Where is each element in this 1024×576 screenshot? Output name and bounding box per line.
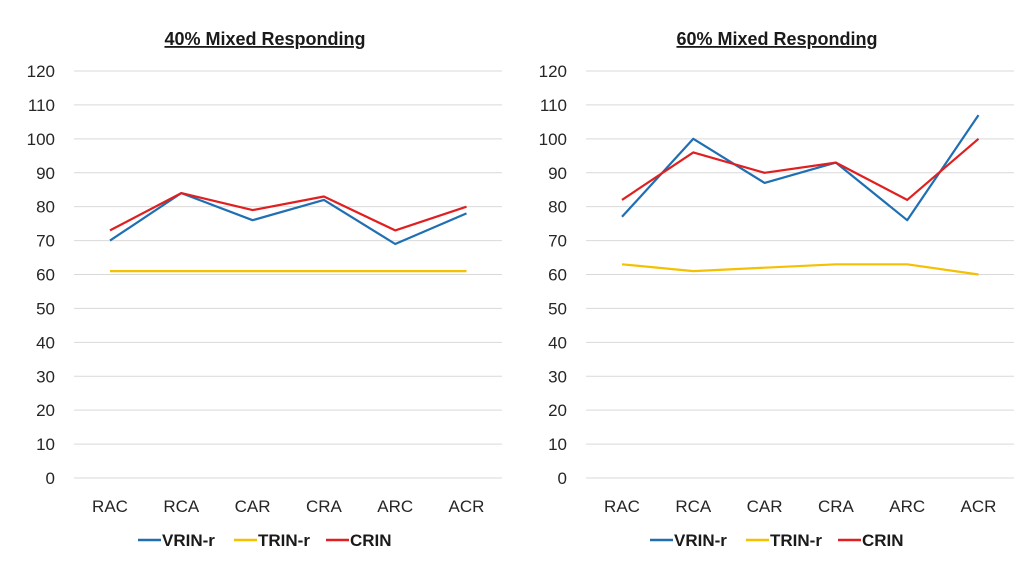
line-chart-40: 40% Mixed Responding 0 10 20 30 40 50 60 70 80 90 1… — [27, 29, 502, 550]
y-tick-label: 100 — [27, 130, 55, 149]
y-tick-label: 100 — [539, 130, 567, 149]
x-tick-label-arc: ARC — [889, 497, 925, 516]
chart-panel-40: 40% Mixed Responding 0 10 20 30 40 50 60 70 80 90 1… — [27, 29, 502, 550]
legend-label-vrin-r: VRIN-r — [162, 531, 215, 550]
y-tick-label: 20 — [36, 401, 55, 420]
y-tick-label: 60 — [36, 266, 55, 285]
y-tick-label: 50 — [36, 299, 55, 318]
x-tick-label-cra: CRA — [818, 497, 855, 516]
y-tick-label: 110 — [540, 96, 567, 115]
y-tick-label: 60 — [548, 266, 567, 285]
x-tick-label-car: CAR — [235, 497, 271, 516]
x-tick-label-arc: ARC — [377, 497, 413, 516]
y-tick-label: 70 — [36, 232, 55, 251]
y-tick-label: 90 — [36, 164, 55, 183]
x-tick-label-acr: ACR — [449, 497, 485, 516]
x-tick-label-rac: RAC — [92, 497, 128, 516]
y-tick-label: 20 — [548, 401, 567, 420]
legend-label-crin: CRIN — [862, 531, 904, 550]
y-tick-label: 80 — [36, 198, 55, 217]
x-tick-label-car: CAR — [747, 497, 783, 516]
legend-label-vrin-r: VRIN-r — [674, 531, 727, 550]
y-tick-label: 10 — [36, 435, 55, 454]
series-line-vrin-r — [109, 192, 467, 246]
x-tick-label-rca: RCA — [163, 497, 200, 516]
y-tick-label: 40 — [548, 333, 567, 352]
y-tick-label: 30 — [36, 367, 55, 386]
y-tick-label: 40 — [36, 333, 55, 352]
y-tick-label: 0 — [558, 469, 567, 488]
y-tick-label: 70 — [548, 232, 567, 251]
x-tick-label-cra: CRA — [306, 497, 343, 516]
chart-title: 40% Mixed Responding — [164, 29, 365, 49]
y-tick-label: 110 — [28, 96, 55, 115]
y-tick-label: 50 — [548, 299, 567, 318]
y-tick-label: 30 — [548, 367, 567, 386]
series-line-trin-r — [621, 263, 979, 276]
chart-panel-60: 60% Mixed Responding 0 10 20 30 40 50 60 70 80 90 1… — [512, 0, 1024, 576]
x-tick-label-acr: ACR — [961, 497, 997, 516]
y-tick-label: 120 — [27, 62, 55, 81]
line-chart-60: 60% Mixed Responding 0 10 20 30 40 50 60 70 80 90 1… — [539, 29, 1014, 550]
y-tick-label: 10 — [548, 435, 567, 454]
legend-label-trin-r: TRIN-r — [770, 531, 822, 550]
x-tick-label-rac: RAC — [604, 497, 640, 516]
y-tick-label: 90 — [548, 164, 567, 183]
legend-label-crin: CRIN — [350, 531, 392, 550]
chart-title: 60% Mixed Responding — [676, 29, 877, 49]
series-line-crin — [621, 137, 980, 201]
y-tick-label: 0 — [46, 469, 55, 488]
series-line-crin — [109, 192, 467, 232]
legend-label-trin-r: TRIN-r — [258, 531, 310, 550]
y-tick-label: 120 — [539, 62, 567, 81]
y-tick-label: 80 — [548, 198, 567, 217]
series-line-vrin-r — [621, 114, 980, 222]
x-tick-label-rca: RCA — [675, 497, 712, 516]
